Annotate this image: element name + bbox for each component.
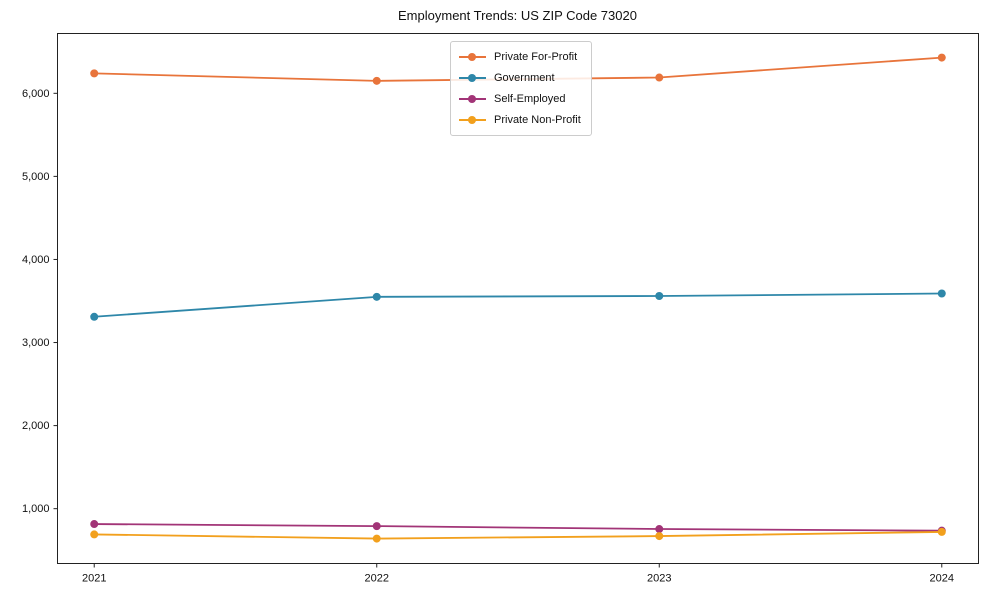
legend-label: Government (494, 72, 555, 84)
y-tick-label: 3,000 (22, 337, 50, 349)
series-line-2 (94, 523, 942, 532)
series-2-point (90, 520, 99, 529)
chart-title: Employment Trends: US ZIP Code 73020 (398, 8, 637, 23)
series-0-point (937, 53, 946, 62)
series-3-point (90, 530, 99, 539)
series-line-3 (94, 531, 942, 540)
y-tick-label: 2,000 (22, 420, 50, 432)
series-1-point (937, 289, 946, 298)
series-line-1 (94, 292, 942, 318)
series-0-point (372, 76, 381, 85)
legend-label: Private For-Profit (494, 51, 578, 63)
y-tick-label: 4,000 (22, 254, 50, 266)
line-dot-marker-icon (459, 115, 486, 125)
legend-item-private-for-profit: Private For-Profit (459, 48, 581, 66)
series-3-point (937, 527, 946, 536)
x-tick-label: 2021 (82, 573, 106, 585)
legend-item-government: Government (459, 69, 581, 87)
x-tick-label: 2023 (647, 573, 671, 585)
y-tick-label: 6,000 (22, 88, 50, 100)
y-tick-label: 1,000 (22, 503, 50, 515)
series-3-point (655, 532, 664, 541)
series-3-point (372, 534, 381, 543)
line-dot-marker-icon (459, 52, 486, 62)
x-tick-label: 2022 (365, 573, 389, 585)
series-1-point (372, 292, 381, 301)
legend-item-private-non-profit: Private Non-Profit (459, 111, 581, 129)
series-0-point (655, 73, 664, 82)
plot-border (57, 33, 979, 564)
legend-label: Private Non-Profit (494, 114, 581, 126)
legend: Private For-Profit Government Self-Emplo… (450, 41, 592, 136)
legend-item-self-employed: Self-Employed (459, 90, 581, 108)
line-dot-marker-icon (459, 73, 486, 83)
series-2-point (372, 522, 381, 531)
line-dot-marker-icon (459, 94, 486, 104)
series-1-point (655, 292, 664, 301)
series-1-point (90, 312, 99, 321)
x-tick-label: 2024 (930, 573, 954, 585)
series-0-point (90, 69, 99, 78)
series-2-point (655, 525, 664, 534)
y-tick-label: 5,000 (22, 171, 50, 183)
legend-label: Self-Employed (494, 93, 566, 105)
